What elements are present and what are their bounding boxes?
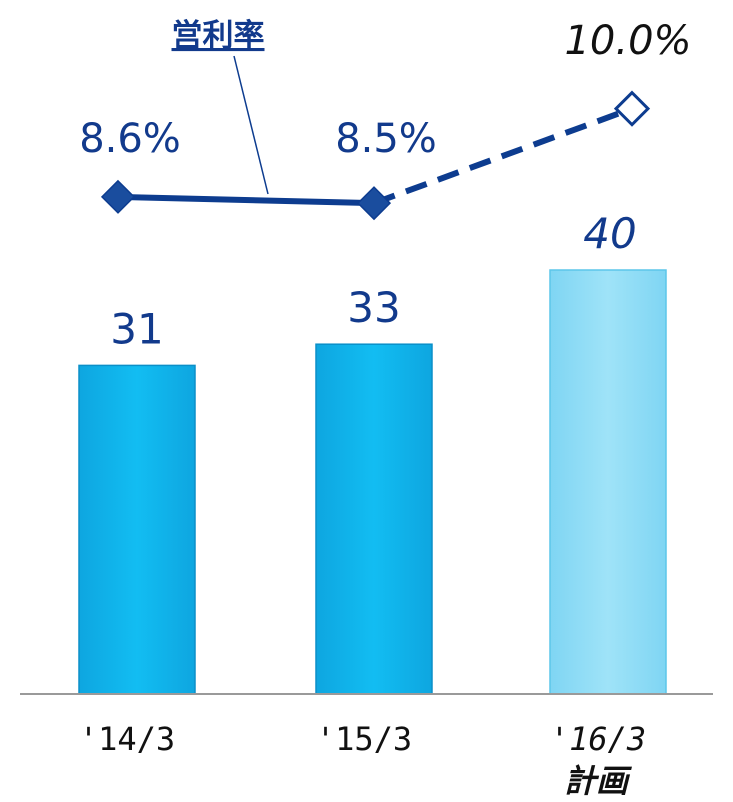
bar-1 <box>315 343 433 695</box>
line-marker-0 <box>100 179 136 214</box>
line-segment-1 <box>372 105 634 206</box>
line-value-label-2: 10.0% <box>564 18 691 64</box>
line-value-label-0: 8.6% <box>79 116 181 162</box>
category-label-2: '16/3 <box>550 720 646 758</box>
category-label-1: '15/3 <box>316 720 412 758</box>
bar-value-label-0: 31 <box>110 304 163 353</box>
line-segment-0 <box>117 193 375 207</box>
bar-value-label-2: 40 <box>583 209 636 258</box>
bar-2 <box>549 269 667 695</box>
category-label-0: '14/3 <box>79 720 175 758</box>
line-marker-2 <box>613 90 651 127</box>
category-sublabel-2: 計画 <box>564 762 632 800</box>
bar-0 <box>78 364 196 695</box>
legend-callout-leader <box>233 55 269 195</box>
bar-value-label-1: 33 <box>347 283 400 332</box>
line-series-name: 営利率 <box>172 18 265 54</box>
line-value-label-1: 8.5% <box>335 116 437 162</box>
line-marker-1 <box>356 186 392 221</box>
